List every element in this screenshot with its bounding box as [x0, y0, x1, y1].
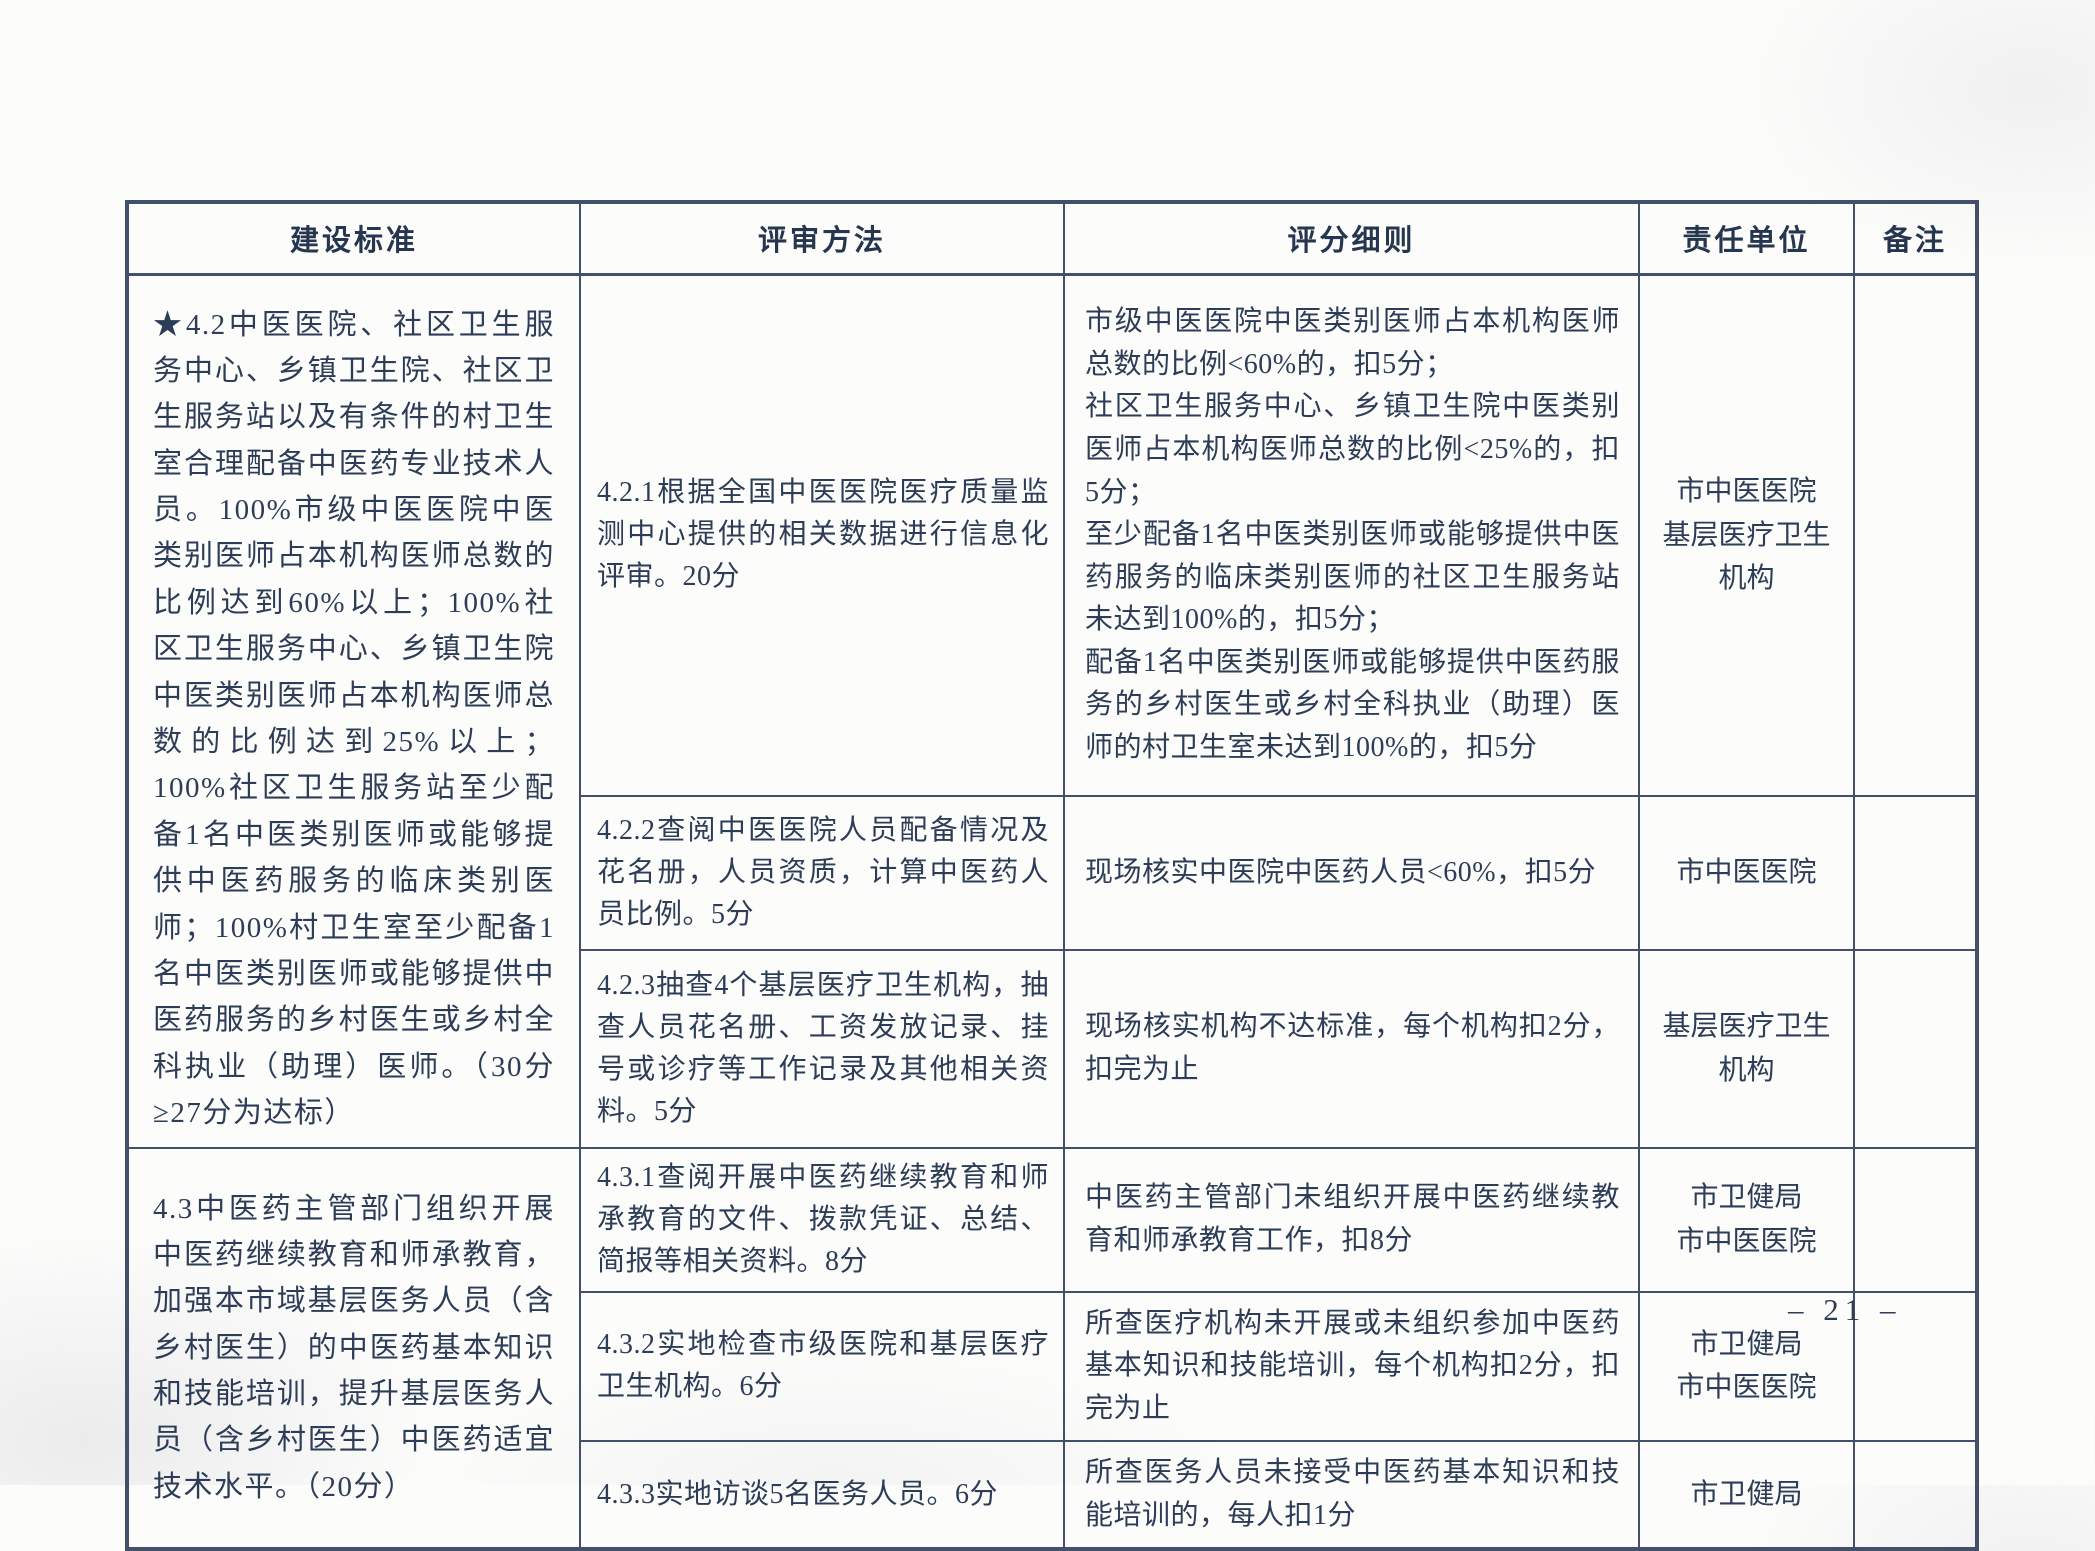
detail-cell-4-3-2: 所查医疗机构未开展或未组织参加中医药基本知识和技能培训，每个机构扣2分，扣完为止 — [1063, 1290, 1640, 1443]
table-row-4-2-2: 4.2.2查阅中医医院人员配备情况及花名册，人员资质，计算中医药人员比例。5分 … — [127, 795, 1979, 951]
detail-cell-4-3-1: 中医药主管部门未组织开展中医药继续教育和师承教育工作，扣8分 — [1063, 1146, 1640, 1293]
method-cell-4-3-3: 4.3.3实地访谈5名医务人员。6分 — [579, 1440, 1065, 1551]
method-cell-4-3-2: 4.3.2实地检查市级医院和基层医疗卫生机构。6分 — [579, 1290, 1065, 1443]
unit-cell-4-2-2: 市中医医院 — [1638, 795, 1855, 951]
unit-cell-4-3-1: 市卫健局 市中医医院 — [1638, 1146, 1855, 1293]
remark-cell-4-3-3 — [1853, 1440, 1979, 1551]
table-header-row: 建设标准 评审方法 评分细则 责任单位 备注 — [125, 200, 1979, 276]
table-row-4-3-1: 4.3中医药主管部门组织开展中医药继续教育和师承教育，加强本市域基层医务人员（含… — [125, 1146, 1979, 1551]
method-cell-4-2-3: 4.2.3抽查4个基层医疗卫生机构，抽查人员花名册、工资发放记录、挂号或诊疗等工… — [579, 948, 1065, 1149]
remark-cell-4-2-3 — [1853, 948, 1979, 1149]
col-header-unit: 责任单位 — [1638, 200, 1855, 276]
col-header-remark: 备注 — [1853, 200, 1979, 276]
table-row-4-2-1: ★4.2中医医院、社区卫生服务中心、乡镇卫生院、社区卫生服务站以及有条件的村卫生… — [125, 272, 1979, 1149]
detail-cell-4-3-3: 所查医务人员未接受中医药基本知识和技能培训的，每人扣1分 — [1063, 1440, 1640, 1551]
unit-cell-4-3-2: 市卫健局 市中医医院 — [1638, 1290, 1855, 1443]
detail-cell-4-2-1: 市级中医医院中医类别医师占本机构医师总数的比例<60%的，扣5分； 社区卫生服务… — [1063, 272, 1640, 798]
table-row-4-3-2: 4.3.2实地检查市级医院和基层医疗卫生机构。6分 所查医疗机构未开展或未组织参… — [127, 1290, 1979, 1443]
col-header-standard: 建设标准 — [125, 200, 581, 276]
remark-cell-4-2-1 — [1853, 272, 1979, 798]
method-cell-4-3-1: 4.3.1查阅开展中医药继续教育和师承教育的文件、拨款凭证、总结、简报等相关资料… — [579, 1146, 1065, 1293]
standard-cell-4-2: ★4.2中医医院、社区卫生服务中心、乡镇卫生院、社区卫生服务站以及有条件的村卫生… — [125, 273, 581, 1149]
unit-cell-4-2-1: 市中医医院 基层医疗卫生机构 — [1638, 272, 1855, 798]
method-cell-4-2-1: 4.2.1根据全国中医医院医疗质量监测中心提供的相关数据进行信息化评审。20分 — [579, 272, 1065, 798]
remark-cell-4-2-2 — [1853, 795, 1979, 951]
col-header-detail: 评分细则 — [1063, 200, 1640, 276]
col-header-method: 评审方法 — [579, 200, 1065, 276]
unit-cell-4-3-3: 市卫健局 — [1638, 1440, 1855, 1551]
remark-cell-4-3-2 — [1853, 1290, 1979, 1443]
table-row-4-2-3: 4.2.3抽查4个基层医疗卫生机构，抽查人员花名册、工资发放记录、挂号或诊疗等工… — [127, 948, 1979, 1149]
method-cell-4-2-2: 4.2.2查阅中医医院人员配备情况及花名册，人员资质，计算中医药人员比例。5分 — [579, 795, 1065, 951]
detail-cell-4-2-2: 现场核实中医院中医药人员<60%，扣5分 — [1063, 795, 1640, 951]
standard-cell-4-3: 4.3中医药主管部门组织开展中医药继续教育和师承教育，加强本市域基层医务人员（含… — [125, 1146, 581, 1551]
remark-cell-4-3-1 — [1853, 1146, 1979, 1293]
detail-cell-4-2-3: 现场核实机构不达标准，每个机构扣2分，扣完为止 — [1063, 948, 1640, 1149]
evaluation-criteria-table: 建设标准 评审方法 评分细则 责任单位 备注 ★4.2中医医院、社区卫生服务中心… — [125, 200, 1979, 1551]
page-number: – 21 – — [1788, 1292, 1902, 1327]
unit-cell-4-2-3: 基层医疗卫生机构 — [1638, 948, 1855, 1149]
